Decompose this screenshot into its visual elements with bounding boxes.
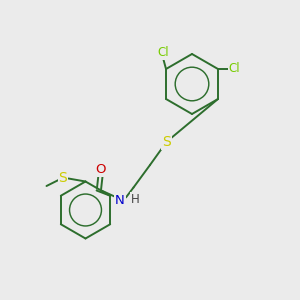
Text: H: H bbox=[130, 193, 140, 206]
Text: Cl: Cl bbox=[229, 62, 240, 76]
Text: N: N bbox=[115, 194, 125, 208]
Text: S: S bbox=[58, 172, 68, 185]
Text: O: O bbox=[95, 163, 106, 176]
Text: Cl: Cl bbox=[157, 46, 169, 59]
Text: S: S bbox=[162, 136, 171, 149]
